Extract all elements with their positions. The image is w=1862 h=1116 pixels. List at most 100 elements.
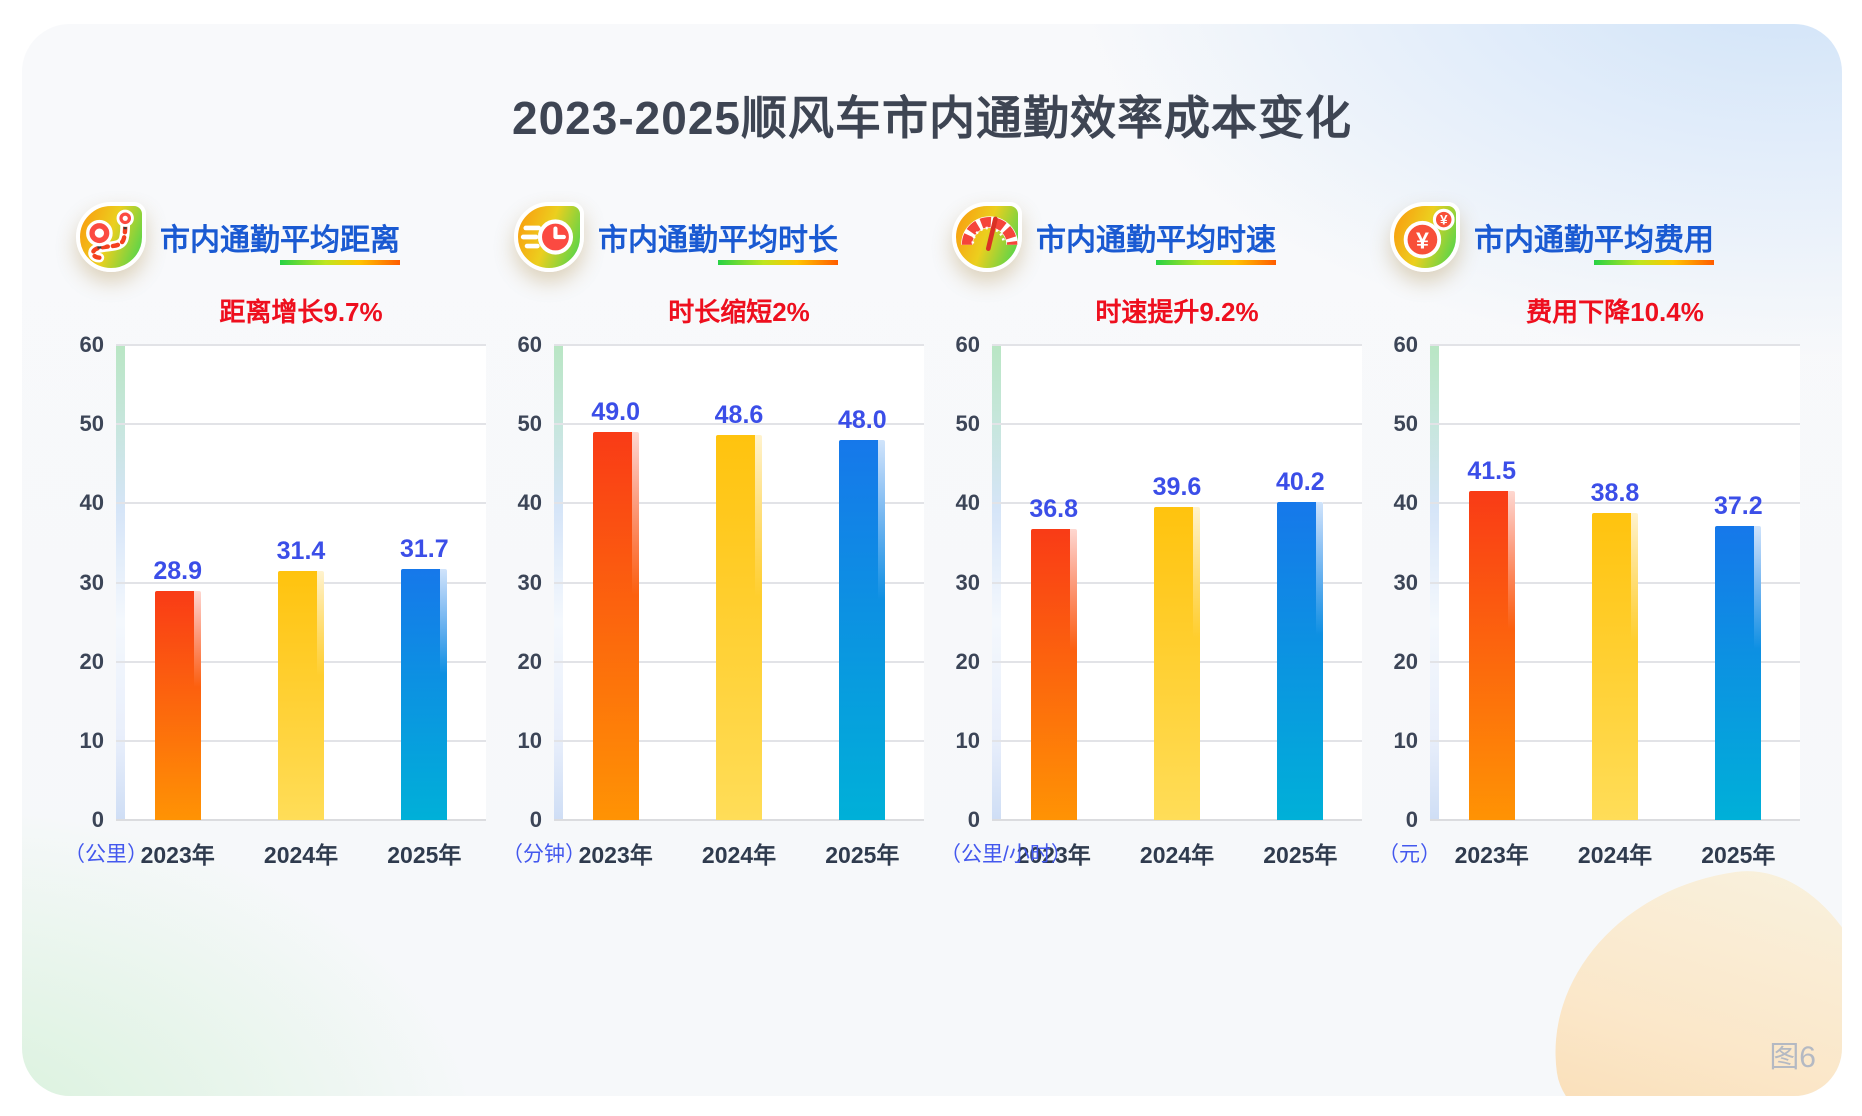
x-axis: （元） 2023年 2024年 2025年 [1378,836,1800,870]
yuan-coin-icon: ¥ ¥ [1390,202,1460,272]
y-tick: 30 [955,569,980,595]
y-tick: 10 [1393,727,1418,753]
panel-title: 市内通勤平均时速 [1036,215,1276,265]
bars: 28.9 31.4 31.7 [116,345,486,820]
figure-number-badge: 图6 [1769,1041,1816,1074]
bar-2024 [715,435,762,820]
panel-title-highlight: 平均距离 [280,224,400,265]
bar-2023 [592,432,639,820]
bar-2024 [1153,506,1200,820]
y-tick: 30 [79,569,104,595]
y-tick: 40 [79,490,104,516]
bar-2025 [839,440,886,820]
bar-group-2025: 37.2 [1677,345,1800,820]
panel-title-normal: 市内通勤 [1036,224,1156,257]
category-label-2024: 2024年 [1139,842,1215,868]
panel-title-highlight: 平均费用 [1594,224,1714,265]
y-axis: 60 50 40 30 20 10 0 [502,332,554,832]
bar-group-2024: 38.8 [1553,345,1676,820]
category-label-2024: 2024年 [1577,842,1653,868]
bars: 41.5 38.8 37.2 [1430,345,1800,820]
y-tick: 20 [955,648,980,674]
unit-label: （公里） [64,843,148,866]
bar-chart: 60 50 40 30 20 10 0 36.8 [940,332,1362,832]
plot-area: 28.9 31.4 31.7 [116,344,486,821]
bar-group-2025: 40.2 [1239,345,1362,820]
route-map-icon [76,202,146,272]
bar-value-label: 40.2 [1275,467,1325,496]
bar-value-label: 41.5 [1467,457,1516,486]
change-annotation: 时长缩短2% [668,297,810,327]
unit-label: （分钟） [502,843,586,866]
category-label-2025: 2025年 [825,842,900,868]
bar-group-2024: 31.4 [239,345,362,820]
category-label-2023: 2023年 [1016,842,1091,868]
bar-group-2024: 39.6 [1115,345,1238,820]
y-tick: 50 [517,411,542,437]
panel-title: 市内通勤平均时长 [598,215,838,265]
clock-icon [514,202,584,272]
y-tick: 0 [967,807,980,832]
y-tick: 20 [79,648,104,674]
bar-value-label: 31.7 [399,535,449,564]
y-tick: 0 [1405,807,1418,832]
bar-2025 [1277,501,1324,820]
y-tick: 10 [79,727,104,753]
panel-avg-speed: 市内通勤平均时速 时速提升9.2% 60 50 40 30 20 10 0 [940,196,1362,870]
x-axis: （公里/小时） 2023年 2024年 2025年 [940,836,1362,870]
y-tick: 50 [1393,411,1418,437]
bar-2023 [154,591,201,820]
bar-group-2023: 41.5 [1430,345,1553,820]
bar-group-2024: 48.6 [677,345,800,820]
bar-group-2023: 36.8 [992,345,1115,820]
bar-2023 [1468,491,1515,820]
y-tick: 50 [955,411,980,437]
bar-value-label: 38.8 [1590,478,1640,507]
panel-title-normal: 市内通勤 [160,224,280,257]
bar-group-2025: 31.7 [363,345,486,820]
y-tick: 10 [517,727,542,753]
panel-title-normal: 市内通勤 [598,224,718,257]
category-label-2023: 2023年 [140,842,215,868]
bar-value-label: 28.9 [153,557,202,586]
panel-avg-duration: 市内通勤平均时长 时长缩短2% 60 50 40 30 20 10 0 [502,196,924,870]
y-tick: 60 [517,332,542,357]
panel-header: 市内通勤平均时长 [502,196,924,278]
y-tick: 60 [1393,332,1418,357]
y-tick: 0 [91,807,104,832]
change-annotation: 距离增长9.7% [219,297,383,327]
change-annotation: 费用下降10.4% [1526,297,1704,327]
y-tick: 50 [79,411,104,437]
bar-2023 [1030,528,1077,820]
y-tick: 30 [517,569,542,595]
y-tick: 60 [955,332,980,357]
y-tick: 40 [955,490,980,516]
bar-chart: 60 50 40 30 20 10 0 49.0 [502,332,924,832]
bar-group-2025: 48.0 [801,345,924,820]
x-axis: （分钟） 2023年 2024年 2025年 [502,836,924,870]
bar-value-label: 37.2 [1713,491,1763,520]
plot-area: 41.5 38.8 37.2 [1430,344,1800,821]
bar-chart: 60 50 40 30 20 10 0 28.9 [64,332,486,832]
category-label-2025: 2025年 [1701,842,1776,868]
y-tick: 0 [529,807,542,832]
bars: 36.8 39.6 40.2 [992,345,1362,820]
category-label-2023: 2023年 [578,842,653,868]
bar-value-label: 48.6 [714,401,764,430]
bar-chart: 60 50 40 30 20 10 0 41.5 [1378,332,1800,832]
infographic-card: 2023-2025顺风车市内通勤效率成本变化 市内通 [22,24,1842,1096]
category-label-2023: 2023年 [1454,842,1529,868]
plot-area: 49.0 48.6 48.0 [554,344,924,821]
y-tick: 40 [1393,490,1418,516]
bar-value-label: 49.0 [591,398,640,427]
bar-group-2023: 49.0 [554,345,677,820]
speedometer-icon [952,202,1022,272]
category-label-2024: 2024年 [263,842,339,868]
panel-avg-distance: 市内通勤平均距离 距离增长9.7% 60 50 40 30 20 10 0 [64,196,486,870]
y-tick: 20 [517,648,542,674]
unit-label: （元） [1378,843,1441,866]
y-tick: 40 [517,490,542,516]
category-label-2024: 2024年 [701,842,777,868]
change-annotation: 时速提升9.2% [1095,297,1259,327]
panel-avg-cost: ¥ ¥ 市内通勤平均费用 费用下降10.4% 60 50 40 30 20 10… [1378,196,1800,870]
